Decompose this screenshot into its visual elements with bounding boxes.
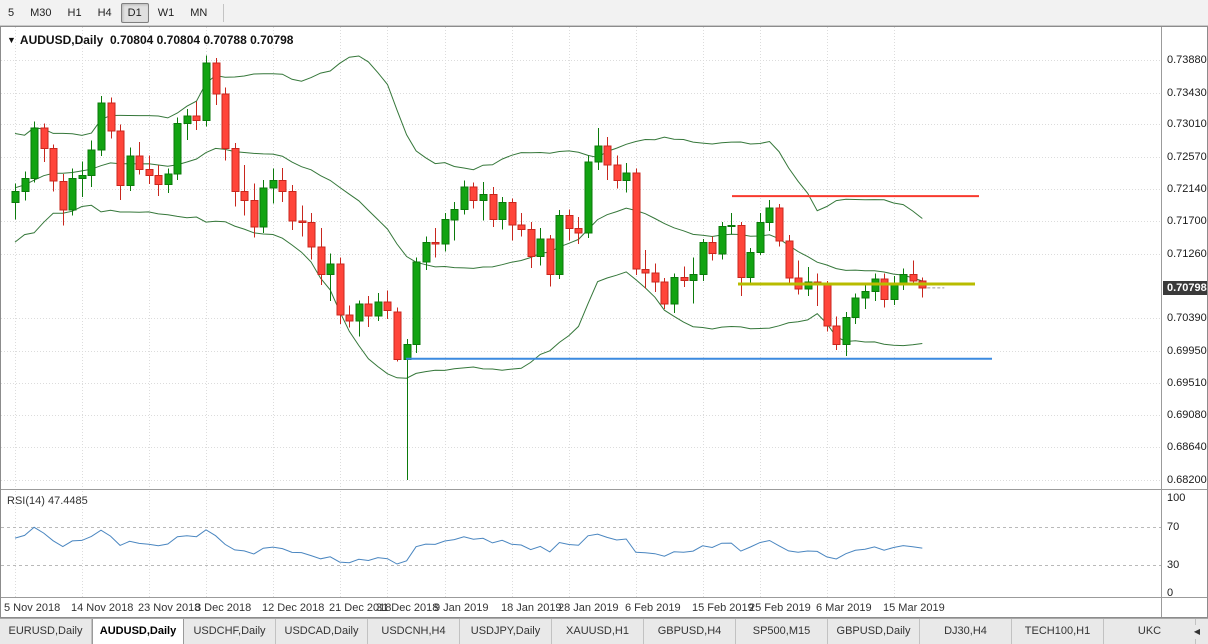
time-axis-label: 18 Jan 2019 (501, 602, 562, 614)
timeframe-button-d1[interactable]: D1 (120, 2, 149, 23)
price-axis-label: 0.73010 (1167, 118, 1207, 130)
rsi-axis-label: 30 (1167, 559, 1180, 571)
rsi-indicator-label: RSI(14) 47.4485 (7, 495, 88, 507)
time-axis[interactable]: 5 Nov 2018 14 Nov 2018 23 Nov 2018 3 Dec 20… (1, 598, 1161, 617)
price-axis-label: 0.69080 (1167, 409, 1207, 421)
pane-separator[interactable] (1, 489, 1207, 490)
rsi-line (14, 526, 923, 565)
chart-window: ▼ AUDUSD,Daily 0.70804 0.70804 0.70788 0.… (0, 26, 1208, 618)
time-axis-label: 15 Feb 2019 (692, 602, 754, 614)
time-axis-label: 25 Feb 2019 (749, 602, 811, 614)
time-axis-label: 21 Dec 2018 (329, 602, 392, 614)
rsi-axis-label: 100 (1167, 492, 1186, 504)
chart-tab-usdcnh-h4[interactable]: USDCNH,H4 (368, 619, 460, 644)
price-axis-label: 0.73880 (1167, 54, 1207, 66)
chart-tab-gbpusd-h4[interactable]: GBPUSD,H4 (644, 619, 736, 644)
timeframe-button-w1[interactable]: W1 (157, 6, 175, 19)
chart-tab-usdchf-daily[interactable]: USDCHF,Daily (184, 619, 276, 644)
candles-layer[interactable] (11, 55, 927, 480)
time-axis-label: 5 Nov 2018 (4, 602, 61, 614)
price-axis-label: 0.69950 (1167, 345, 1207, 357)
timeframe-button-m30[interactable]: M30 (30, 6, 52, 19)
price-axis-label: 0.72140 (1167, 183, 1207, 195)
toolbar-separator (223, 3, 225, 22)
price-axis-label: 0.72570 (1167, 151, 1207, 163)
symbol-tabbar: EURUSD,Daily AUDUSD,Daily USDCHF,Daily USDC… (0, 618, 1208, 644)
price-axis-label: 0.73430 (1167, 87, 1207, 99)
time-axis-label: 14 Nov 2018 (71, 602, 134, 614)
symbol-marker-icon: ▼ (7, 35, 16, 45)
time-axis-separator (1, 597, 1207, 598)
price-axis-label: 0.70390 (1167, 312, 1207, 324)
chart-tab-ukc[interactable]: UKC (1104, 619, 1196, 644)
price-axis-label: 0.69510 (1167, 377, 1207, 389)
chart-tab-xauusd-h1[interactable]: XAUUSD,H1 (552, 619, 644, 644)
bollinger-lower-band (14, 204, 923, 379)
rsi-indicator-canvas[interactable] (1, 491, 1161, 597)
current-price-badge: 0.70798 (1163, 281, 1207, 295)
symbol-quote: 0.70804 0.70804 0.70788 0.70798 (109, 33, 294, 47)
time-axis-label: 15 Mar 2019 (883, 602, 945, 614)
main-chart-canvas[interactable] (1, 27, 1161, 489)
chart-tab-sp500-m15[interactable]: SP500,M15 (736, 619, 828, 644)
chart-tab-eurusd-daily[interactable]: EURUSD,Daily (0, 619, 92, 644)
time-axis-label: 28 Jan 2019 (558, 602, 619, 614)
price-axis-label: 0.68640 (1167, 441, 1207, 453)
timeframe-toolbar: 5 M30 H1 H4 D1 W1 MN (0, 0, 1208, 26)
price-axis-label: 0.71260 (1167, 248, 1207, 260)
chart-tab-tech100-h1[interactable]: TECH100,H1 (1012, 619, 1104, 644)
symbol-name: AUDUSD,Daily (19, 33, 104, 47)
rsi-axis-label: 70 (1167, 521, 1180, 533)
price-axis-label: 0.71700 (1167, 215, 1207, 227)
chart-tab-gbpusd-daily[interactable]: GBPUSD,Daily (828, 619, 920, 644)
time-axis-label: 6 Feb 2019 (625, 602, 681, 614)
chart-tab-usdjpy-daily[interactable]: USDJPY,Daily (460, 619, 552, 644)
time-axis-label: 3 Dec 2018 (195, 602, 252, 614)
timeframe-button-h1[interactable]: H1 (67, 6, 82, 19)
price-axis[interactable]: 0.70798 0.73880 0.73430 0.73010 0.72570 0.72… (1161, 27, 1207, 617)
chart-tab-audusd-daily[interactable]: AUDUSD,Daily (92, 619, 184, 644)
tab-scroll-left-icon[interactable]: ◀ (1189, 625, 1205, 639)
timeframe-button-h4[interactable]: H4 (97, 6, 112, 19)
bollinger-upper-band (14, 55, 923, 219)
time-axis-label: 31 Dec 2018 (376, 602, 439, 614)
time-axis-label: 9 Jan 2019 (434, 602, 489, 614)
symbol-ohlc-line: ▼ AUDUSD,Daily 0.70804 0.70804 0.70788 0.… (7, 33, 293, 47)
timeframe-button-5[interactable]: 5 (8, 6, 15, 19)
chart-tab-usdcad-daily[interactable]: USDCAD,Daily (276, 619, 368, 644)
time-axis-label: 12 Dec 2018 (262, 602, 325, 614)
price-axis-label: 0.68200 (1167, 474, 1207, 486)
chart-tab-dj30-h4[interactable]: DJ30,H4 (920, 619, 1012, 644)
time-axis-label: 23 Nov 2018 (138, 602, 201, 614)
rsi-axis-label: 0 (1167, 587, 1174, 599)
bollinger-middle-band (14, 147, 923, 282)
grid-layer (1, 27, 1161, 489)
time-axis-label: 6 Mar 2019 (816, 602, 872, 614)
timeframe-button-mn[interactable]: MN (190, 6, 208, 19)
